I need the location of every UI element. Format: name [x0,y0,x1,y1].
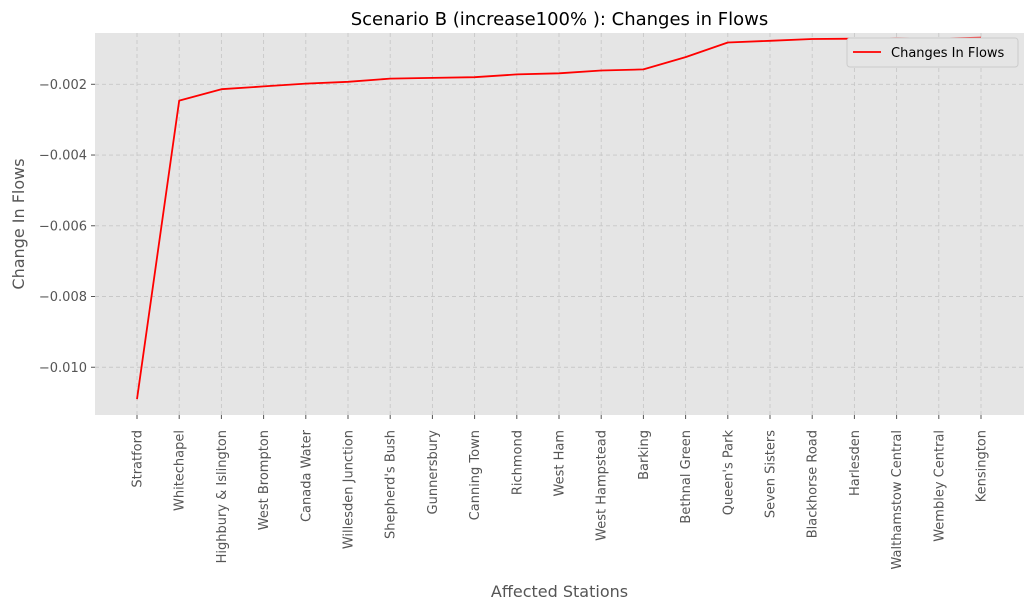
x-tick-label: Bethnal Green [679,430,694,524]
x-tick-label: Gunnersbury [426,430,441,515]
y-tick-label: −0.010 [39,361,87,376]
x-tick-label: Walthamstow Central [890,430,905,570]
x-axis-ticks: Stratford Whitechapel Highbury & Islington… [131,415,990,570]
y-tick-label: −0.004 [39,149,87,164]
x-axis-label: Affected Stations [491,582,628,601]
x-tick-label: West Hampstead [595,430,610,541]
legend-label: Changes In Flows [891,46,1005,61]
x-tick-label: Whitechapel [173,430,188,511]
y-tick-label: −0.008 [39,290,87,305]
x-tick-label: Queen's Park [721,430,736,516]
plot-area [95,33,1024,415]
x-tick-label: Highbury & Islington [215,430,230,563]
y-tick-label: −0.002 [39,78,87,93]
x-tick-label: Shepherd's Bush [384,430,399,539]
x-tick-label: Seven Sisters [764,430,779,518]
chart-title: Scenario B (increase100% ): Changes in F… [351,9,769,30]
x-tick-label: Stratford [131,430,146,488]
legend: Changes In Flows [846,37,1019,68]
series-layer [136,36,982,400]
y-axis-ticks: −0.002 −0.004 −0.006 −0.008 −0.010 [39,78,95,376]
x-tick-label: Canning Town [468,430,483,520]
x-tick-label: Richmond [510,430,525,495]
x-tick-label: Blackhorse Road [806,430,821,538]
y-axis-label: Change In Flows [9,158,28,289]
x-tick-label: West Brompton [257,430,272,530]
x-tick-label: West Ham [553,430,568,497]
x-tick-label: Barking [637,430,652,480]
x-tick-label: Harlesden [848,430,863,496]
legend-box [846,37,1019,68]
x-tick-label: Canada Water [299,429,314,522]
y-tick-label: −0.006 [39,219,87,234]
series-line [136,36,982,400]
x-tick-label: Wembley Central [932,430,947,542]
x-tick-label: Kensington [975,430,990,502]
grid-lines [95,33,1024,415]
x-tick-label: Willesden Junction [342,430,357,549]
